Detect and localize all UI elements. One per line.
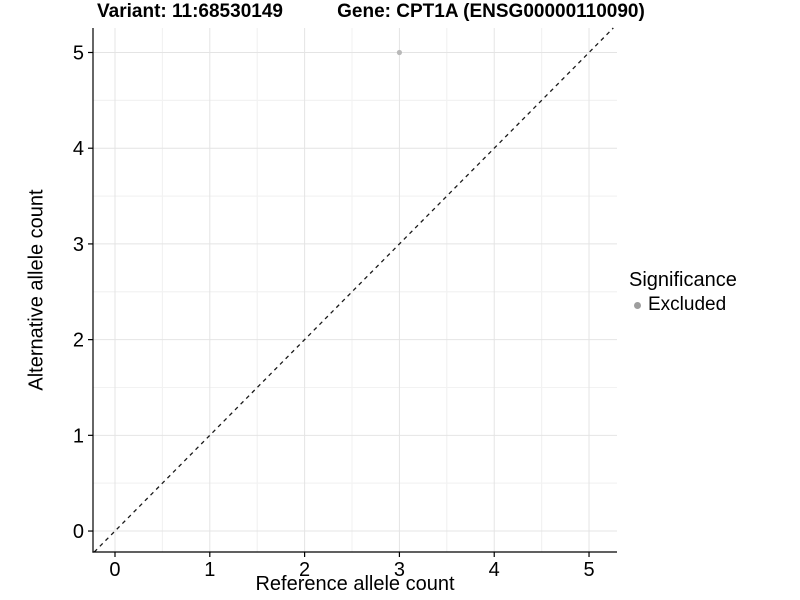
y-tick-label: 0 [73,521,84,543]
data-point [396,49,403,56]
y-tick-label: 2 [73,330,84,352]
legend-title: Significance [629,269,737,291]
x-tick-label: 4 [489,559,500,581]
y-tick-label: 3 [73,234,84,256]
y-tick-label: 1 [73,425,84,447]
plot-title-variant: Variant: 11:68530149 [97,1,283,22]
identity-line [93,27,614,553]
y-tick-label: 4 [73,138,84,160]
y-axis-title: Alternative allele count [25,189,48,391]
legend-item-excluded: Excluded [629,294,737,316]
x-tick-label: 0 [109,559,120,581]
x-tick-label: 1 [204,559,215,581]
legend-point-icon [634,301,641,309]
legend: Significance Excluded [629,269,737,316]
plot-title-gene: Gene: CPT1A (ENSG00000110090) [337,1,645,22]
x-tick-label: 3 [394,559,405,581]
x-tick-label: 5 [583,559,594,581]
y-tick-label: 5 [73,43,84,65]
x-axis-title: Reference allele count [255,573,455,595]
legend-item-label: Excluded [648,294,727,315]
x-tick-label: 2 [299,559,310,581]
